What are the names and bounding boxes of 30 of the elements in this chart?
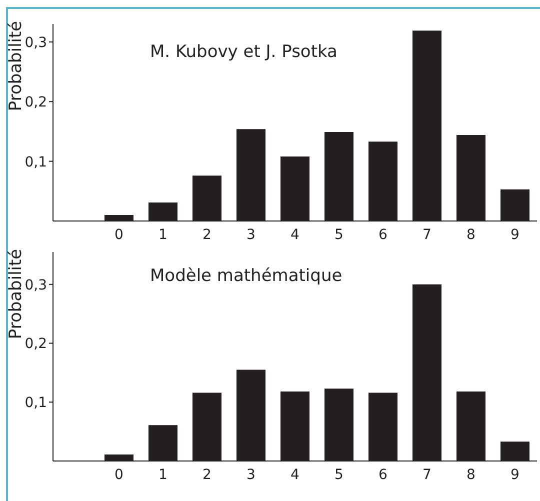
y-tick-label: 0,2 — [24, 336, 47, 352]
x-tick-label: 1 — [158, 226, 168, 243]
y-tick-label: 0,3 — [24, 34, 47, 51]
x-tick-label: 8 — [466, 466, 476, 483]
x-tick-label: 6 — [378, 226, 388, 243]
y-axis-title: Probabilité — [6, 248, 26, 340]
x-tick-label: 9 — [510, 226, 520, 243]
text: M. Kubovy et J. Psotka — [150, 42, 338, 62]
x-tick-label: 4 — [290, 466, 300, 483]
x-tick-label: 0 — [114, 226, 124, 243]
x-tick-label: 8 — [466, 226, 476, 243]
text: Modèle mathématique — [150, 266, 342, 286]
y-tick-label: 0,1 — [24, 395, 47, 412]
y-axis-title: Probabilité — [6, 20, 26, 112]
x-tick-label: 7 — [422, 466, 432, 483]
x-tick-label: 2 — [202, 226, 212, 243]
x-tick-label: 6 — [378, 466, 388, 483]
y-tick-label: 0,2 — [24, 94, 47, 111]
x-tick-label: 5 — [334, 226, 344, 243]
x-tick-label: 0 — [114, 466, 124, 483]
x-tick-label: 5 — [334, 466, 344, 483]
x-tick-label: 4 — [290, 226, 300, 243]
x-tick-label: 2 — [202, 466, 212, 483]
x-tick-label: 3 — [246, 466, 256, 483]
x-tick-label: 1 — [158, 466, 168, 483]
x-tick-label: 7 — [422, 226, 432, 243]
y-tick-label: 0,3 — [24, 277, 47, 294]
x-tick-label: 9 — [510, 466, 520, 483]
y-tick-label: 0,1 — [24, 154, 47, 170]
x-tick-label: 3 — [246, 226, 256, 243]
